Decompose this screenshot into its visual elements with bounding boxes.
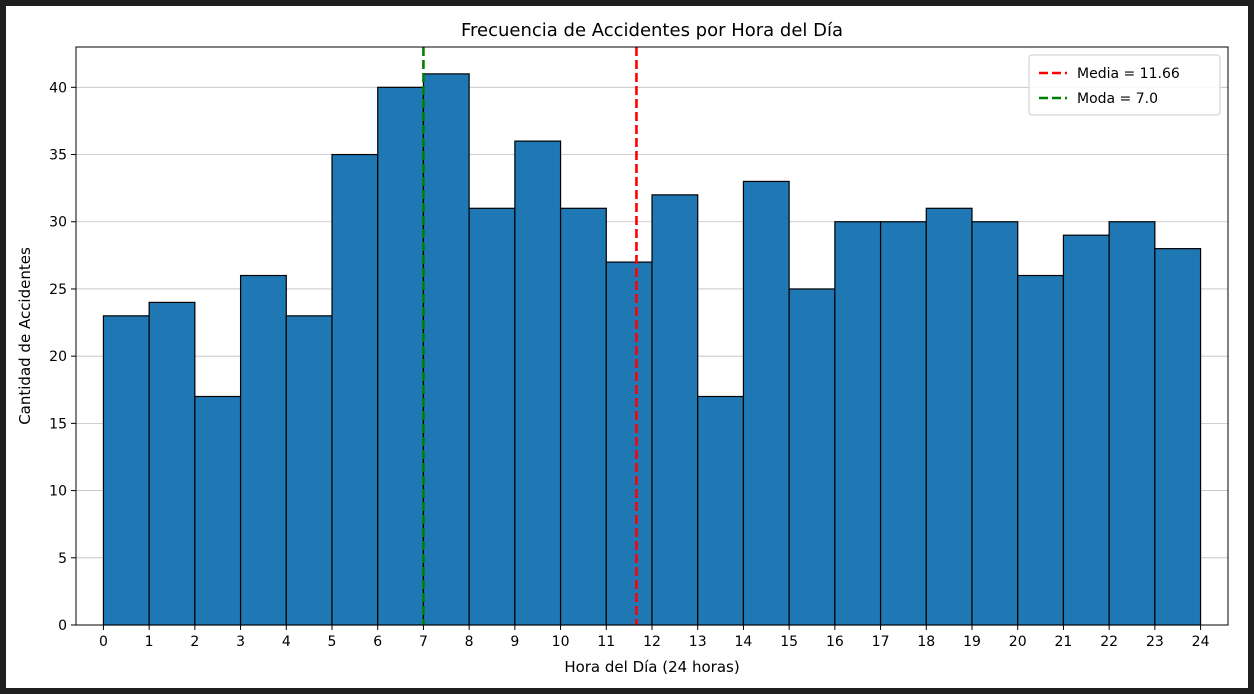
x-tick-label: 21 xyxy=(1055,634,1073,650)
bar-hour-16 xyxy=(834,221,882,626)
bar-hour-0 xyxy=(102,315,150,626)
x-tick-label: 8 xyxy=(465,634,474,650)
chart-title: Frecuencia de Accidentes por Hora del Dí… xyxy=(461,20,843,41)
bar-hour-3 xyxy=(239,274,287,626)
x-tick-label: 23 xyxy=(1146,634,1164,650)
legend-label: Media = 11.66 xyxy=(1077,66,1180,82)
y-tick-label: 5 xyxy=(58,551,67,567)
bar-hour-23 xyxy=(1154,248,1202,626)
bar-hour-7 xyxy=(422,73,470,626)
y-tick-label: 30 xyxy=(49,215,67,231)
bar-hour-4 xyxy=(285,315,333,626)
y-tick-label: 40 xyxy=(49,80,67,96)
bar-hour-5 xyxy=(331,153,379,626)
bar-hour-1 xyxy=(148,301,196,626)
x-tick-label: 0 xyxy=(99,634,108,650)
x-tick-label: 10 xyxy=(552,634,570,650)
bars xyxy=(102,73,1202,626)
y-tick-label: 10 xyxy=(49,484,67,500)
bar-hour-17 xyxy=(879,221,927,626)
bar-hour-22 xyxy=(1108,221,1156,626)
x-tick-label: 22 xyxy=(1100,634,1118,650)
bar-hour-20 xyxy=(1017,274,1065,626)
x-tick-label: 4 xyxy=(282,634,291,650)
bar-hour-11 xyxy=(605,261,653,626)
x-tick-label: 2 xyxy=(190,634,199,650)
x-tick-label: 12 xyxy=(643,634,661,650)
x-tick-label: 6 xyxy=(373,634,382,650)
x-tick-label: 16 xyxy=(826,634,844,650)
x-tick-label: 20 xyxy=(1009,634,1027,650)
axes: 0 1 2 3 4 5 6 7 8 9 10 11 12 13 14 15 16 17 18 19 20 21 22 23 24… xyxy=(49,46,1229,650)
y-tick-label: 15 xyxy=(49,416,67,432)
x-tick-label: 24 xyxy=(1192,634,1210,650)
y-tick-label: 20 xyxy=(49,349,67,365)
x-tick-label: 11 xyxy=(597,634,615,650)
reference-lines xyxy=(422,47,638,625)
chart-frame: Frecuencia de Accidentes por Hora del Dí… xyxy=(6,6,1248,688)
x-tick-label: 18 xyxy=(917,634,935,650)
bar-hour-15 xyxy=(788,288,836,626)
legend-label: Moda = 7.0 xyxy=(1077,91,1158,107)
x-tick-label: 1 xyxy=(145,634,154,650)
x-tick-label: 5 xyxy=(328,634,337,650)
x-tick-label: 17 xyxy=(872,634,890,650)
bar-hour-2 xyxy=(194,395,242,626)
bar-hour-8 xyxy=(468,207,516,626)
bar-hour-13 xyxy=(697,395,745,626)
bar-hour-18 xyxy=(925,207,973,626)
legend: Media = 11.66 Moda = 7.0 xyxy=(1028,54,1221,116)
y-tick-label: 0 xyxy=(58,618,67,634)
bar-hour-6 xyxy=(377,86,425,626)
bar-hour-14 xyxy=(742,180,790,626)
y-tick-label: 25 xyxy=(49,282,67,298)
x-tick-label: 14 xyxy=(735,634,753,650)
x-tick-label: 13 xyxy=(689,634,707,650)
x-tick-label: 3 xyxy=(236,634,245,650)
bar-hour-9 xyxy=(514,140,562,626)
legend-box xyxy=(1028,54,1221,116)
x-tick-label: 9 xyxy=(510,634,519,650)
bar-hour-12 xyxy=(651,194,699,626)
x-tick-label: 19 xyxy=(963,634,981,650)
histogram-chart: Frecuencia de Accidentes por Hora del Dí… xyxy=(16,20,1229,676)
bar-hour-19 xyxy=(971,221,1019,626)
x-axis-label: Hora del Día (24 horas) xyxy=(564,658,739,676)
x-tick-label: 7 xyxy=(419,634,428,650)
bar-hour-21 xyxy=(1062,234,1110,626)
x-tick-label: 15 xyxy=(780,634,798,650)
bar-hour-10 xyxy=(559,207,607,626)
y-axis-label: Cantidad de Accidentes xyxy=(16,247,34,425)
y-tick-label: 35 xyxy=(49,148,67,164)
